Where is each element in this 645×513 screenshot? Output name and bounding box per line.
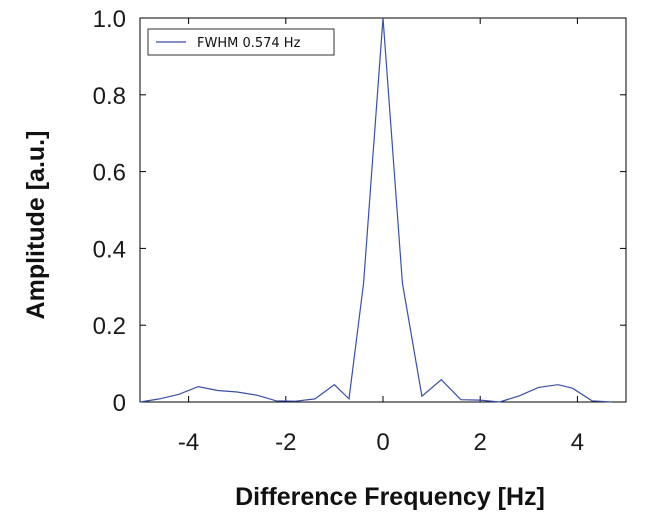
x-tick-label: 4	[571, 429, 584, 456]
y-tick-label: 0	[113, 390, 126, 417]
y-tick-label: 0.2	[93, 313, 126, 340]
y-tick-label: 1.0	[93, 6, 126, 33]
x-axis-title: Difference Frequency [Hz]	[235, 483, 545, 511]
x-tick-label: -4	[178, 429, 199, 456]
x-tick-label: 2	[474, 429, 487, 456]
plot-frame	[139, 17, 627, 403]
x-tick-labels: -4 -2 0 2 4	[178, 429, 584, 456]
y-tick-label: 0.4	[93, 236, 126, 263]
y-tick-label: 0.8	[93, 83, 126, 110]
tick-marks	[140, 17, 626, 403]
y-axis-title: Amplitude [a.u.]	[22, 131, 50, 320]
y-tick-labels: 0 0.2 0.4 0.6 0.8 1.0	[93, 6, 126, 417]
legend: FWHM 0.574 Hz	[147, 28, 335, 56]
x-tick-label: -2	[275, 429, 296, 456]
series-line	[139, 17, 612, 403]
legend-label: FWHM 0.574 Hz	[197, 36, 301, 51]
x-tick-label: 0	[376, 429, 389, 456]
y-tick-label: 0.6	[93, 160, 126, 187]
